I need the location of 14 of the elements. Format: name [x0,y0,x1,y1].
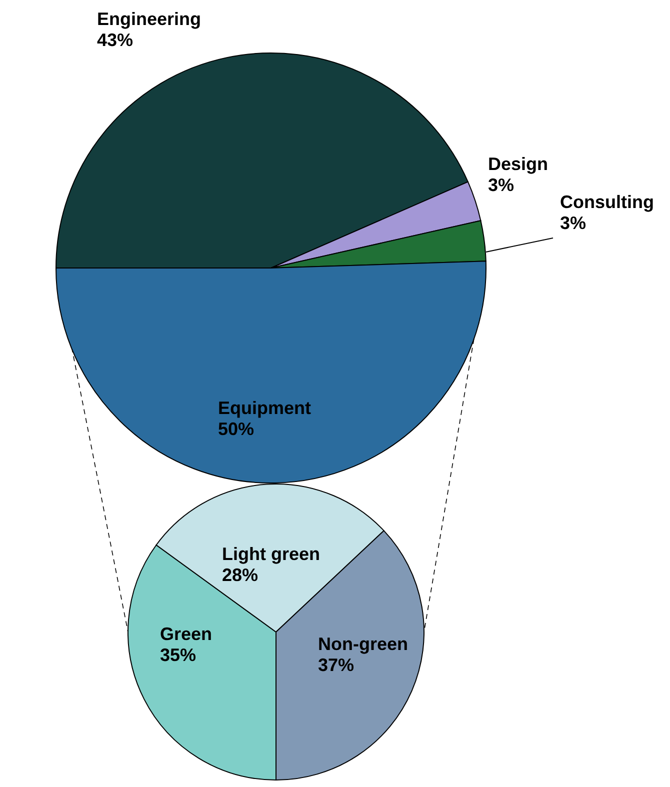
slice-label: Equipment [218,398,312,418]
slice-label: Consulting [560,192,654,212]
data-label: 43% [97,30,134,50]
slice-label: Light green [222,544,320,564]
data-label: 3% [488,175,514,195]
slice-label: Green [160,624,212,644]
slice-label: Design [488,154,548,174]
slice-label: Non-green [318,634,408,654]
data-label: 28% [222,565,258,585]
data-label: 3% [560,213,586,233]
data-label: 35% [160,645,196,665]
data-label: 37% [318,655,354,675]
data-label: 50% [218,419,254,439]
slice-label: Engineering [97,9,202,29]
